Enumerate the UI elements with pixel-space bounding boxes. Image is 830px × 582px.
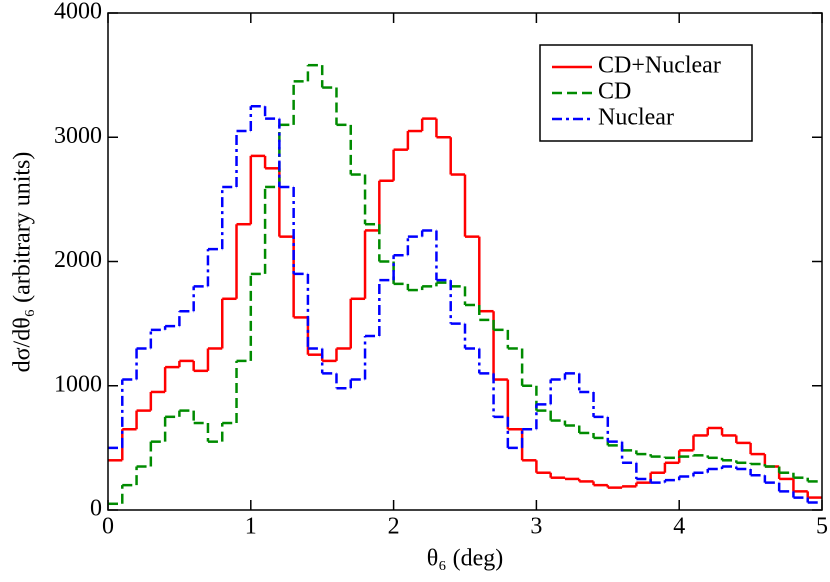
x-tick-label: 0 — [102, 514, 114, 540]
x-tick-label: 1 — [245, 514, 257, 540]
x-tick-label: 2 — [388, 514, 400, 540]
x-axis-label: θ₆ (deg) — [427, 546, 504, 572]
y-tick-label: 1000 — [54, 371, 102, 397]
x-tick-label: 4 — [673, 514, 685, 540]
series — [108, 117, 822, 499]
legend-label: CD+Nuclear — [598, 53, 721, 79]
y-axis-label: dσ/dθ₆ (arbitrary units) — [10, 152, 36, 373]
y-tick-label: 3000 — [54, 123, 102, 149]
legend-label: CD — [598, 79, 631, 105]
x-tick-label: 3 — [530, 514, 542, 540]
plot-frame — [107, 12, 823, 511]
legend-label: Nuclear — [598, 105, 674, 131]
x-tick-label: 5 — [816, 514, 828, 540]
y-tick-label: 0 — [90, 496, 102, 522]
y-tick-label: 4000 — [54, 0, 102, 25]
series — [108, 104, 822, 504]
y-tick-label: 2000 — [54, 247, 102, 273]
